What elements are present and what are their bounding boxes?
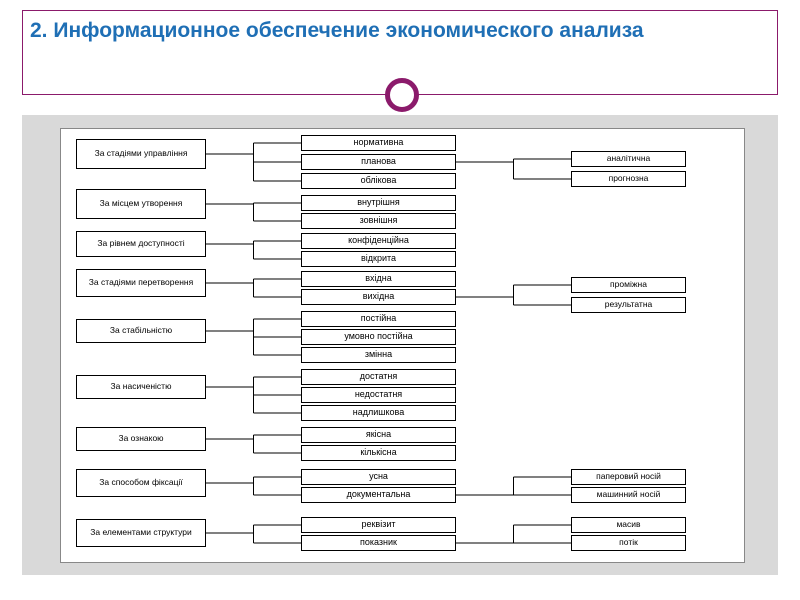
category-node: За стадіями управління (76, 139, 206, 169)
decorative-circle (385, 78, 419, 112)
category-node: За елементами структури (76, 519, 206, 547)
value-node: документальна (301, 487, 456, 503)
sub-node: масив (571, 517, 686, 533)
value-node: конфіденційна (301, 233, 456, 249)
sub-node: результатна (571, 297, 686, 313)
sub-node: машинний носій (571, 487, 686, 503)
value-node: недостатня (301, 387, 456, 403)
category-node: За місцем утворення (76, 189, 206, 219)
value-node: відкрита (301, 251, 456, 267)
value-node: реквізит (301, 517, 456, 533)
value-node: зовнішня (301, 213, 456, 229)
sub-node: паперовий носій (571, 469, 686, 485)
category-node: За стадіями перетворення (76, 269, 206, 297)
category-node: За стабільністю (76, 319, 206, 343)
category-node: За насиченістю (76, 375, 206, 399)
value-node: достатня (301, 369, 456, 385)
sub-node: аналітична (571, 151, 686, 167)
value-node: вхідна (301, 271, 456, 287)
category-node: За способом фіксації (76, 469, 206, 497)
sub-node: потік (571, 535, 686, 551)
value-node: облікова (301, 173, 456, 189)
value-node: надлишкова (301, 405, 456, 421)
category-node: За рівнем доступності (76, 231, 206, 257)
value-node: усна (301, 469, 456, 485)
classification-diagram: За стадіями управління За місцем утворенн… (60, 128, 745, 563)
value-node: внутрішня (301, 195, 456, 211)
value-node: змінна (301, 347, 456, 363)
category-node: За ознакою (76, 427, 206, 451)
value-node: вихідна (301, 289, 456, 305)
value-node: умовно постійна (301, 329, 456, 345)
value-node: показник (301, 535, 456, 551)
value-node: якісна (301, 427, 456, 443)
sub-node: прогнозна (571, 171, 686, 187)
value-node: планова (301, 154, 456, 170)
value-node: нормативна (301, 135, 456, 151)
value-node: кількісна (301, 445, 456, 461)
page-title: 2. Информационное обеспечение экономичес… (30, 18, 770, 44)
value-node: постійна (301, 311, 456, 327)
sub-node: проміжна (571, 277, 686, 293)
